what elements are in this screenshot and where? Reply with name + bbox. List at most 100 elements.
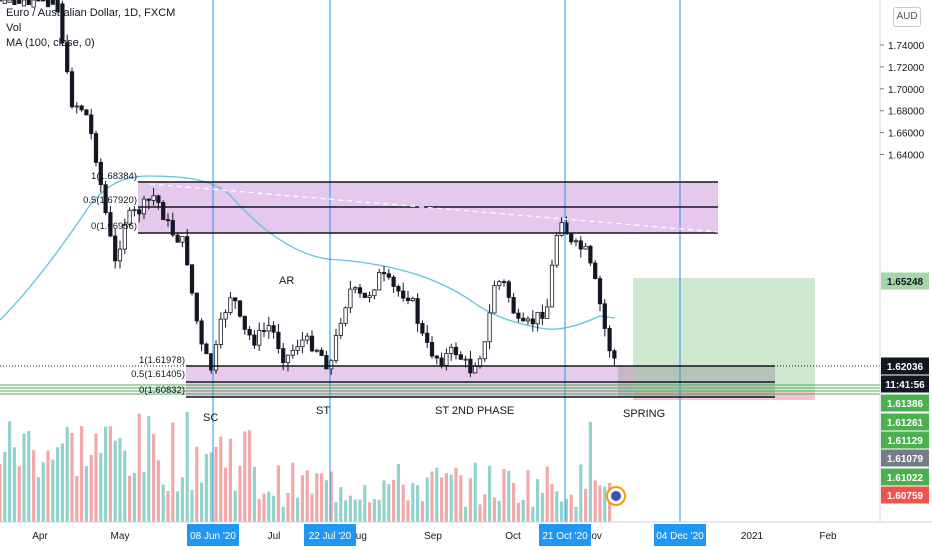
volume-bar-61 — [291, 462, 295, 522]
candle-body-67 — [319, 349, 324, 356]
candle-body-25 — [117, 248, 123, 262]
candle-body-88 — [420, 323, 425, 334]
volume-bar-85 — [406, 500, 410, 522]
currency-button[interactable]: AUD — [893, 7, 921, 27]
candle-body-58 — [276, 331, 281, 350]
y-tick-label-4: 1.66000 — [888, 129, 925, 140]
candle-body-76 — [362, 292, 367, 298]
volume-bar-99 — [473, 462, 477, 522]
candle-body-50 — [237, 300, 243, 317]
candle-body-82 — [391, 276, 396, 287]
price-badge-bg-3 — [881, 394, 929, 412]
volume-bar-67 — [320, 473, 324, 522]
volume-bar-78 — [372, 499, 376, 522]
candle-body-46 — [218, 318, 223, 345]
volume-bar-35 — [166, 490, 170, 522]
volume-bar-87 — [416, 485, 420, 522]
volume-bar-88 — [420, 501, 424, 522]
volume-bar-2 — [8, 421, 12, 522]
candle-body-31 — [146, 198, 151, 201]
volume-bar-12 — [56, 447, 60, 522]
candle-body-26 — [122, 223, 127, 250]
volume-bar-81 — [387, 484, 391, 522]
volume-bar-73 — [348, 495, 352, 522]
volume-bar-92 — [440, 477, 444, 522]
candle-body-109 — [521, 317, 526, 322]
volume-bar-3 — [12, 447, 16, 522]
volume-bar-58 — [276, 465, 280, 522]
volume-bar-29 — [137, 413, 141, 522]
volume-bar-39 — [185, 412, 189, 522]
candle-body-44 — [209, 353, 214, 371]
volume-bar-118 — [564, 498, 568, 522]
volume-bar-50 — [238, 465, 242, 522]
y-tick-label-0: 1.74000 — [888, 41, 925, 52]
x-tick-label-3: Aug — [349, 531, 367, 542]
candle-body-113 — [540, 311, 545, 319]
volume-bar-51 — [243, 431, 247, 522]
x-tick-label-2: Jul — [268, 531, 281, 542]
fib-lower-label-0: 1(1.61978) — [139, 355, 185, 366]
candle-body-81 — [386, 273, 391, 278]
fib-lower-label-1: 0.5(1.61405) — [131, 369, 185, 380]
volume-bar-60 — [286, 492, 290, 522]
volume-bar-9 — [41, 462, 45, 522]
candle-body-124 — [593, 262, 598, 279]
volume-bar-22 — [104, 426, 108, 522]
volume-bar-41 — [195, 446, 199, 522]
candle-body-72 — [343, 307, 348, 324]
date-badge-bg-0 — [187, 524, 239, 546]
candle-body-37 — [175, 234, 180, 243]
candle-body-107 — [511, 296, 516, 314]
volume-bar-13 — [60, 443, 64, 522]
x-tick-label-4: Sep — [424, 531, 442, 542]
volume-bar-83 — [396, 464, 400, 522]
candle-body-10 — [45, 0, 51, 8]
price-badge-bg-8 — [881, 486, 929, 504]
volume-bar-109 — [521, 499, 525, 522]
candle-body-38 — [180, 236, 185, 243]
price-badge-bg-0 — [881, 272, 929, 290]
candle-body-48 — [228, 297, 233, 313]
date-badge-bg-3 — [654, 524, 706, 546]
volume-bar-123 — [588, 422, 592, 522]
volume-bar-48 — [228, 438, 232, 522]
volume-bar-17 — [80, 426, 84, 522]
y-tick-label-5: 1.64000 — [888, 151, 925, 162]
candle-body-122 — [583, 245, 588, 250]
volume-bar-77 — [368, 502, 372, 522]
volume-bar-121 — [579, 464, 583, 522]
candle-body-54 — [257, 330, 262, 346]
price-badge-5: 1.61129 — [887, 436, 923, 447]
candle-body-119 — [569, 233, 574, 243]
candle-body-4 — [17, 0, 22, 4]
volume-bar-36 — [171, 422, 175, 522]
candle-body-128 — [612, 350, 617, 359]
candle-body-94 — [449, 346, 454, 354]
volume-bar-37 — [176, 491, 180, 522]
candle-body-16 — [74, 105, 79, 108]
candle-body-83 — [396, 286, 401, 292]
x-tick-label-5: Oct — [505, 531, 521, 542]
candle-body-49 — [233, 297, 238, 302]
price-badge-3: 1.61386 — [887, 399, 924, 410]
date-badge-2: 21 Oct '20 — [542, 531, 588, 542]
candle-body-117 — [559, 222, 564, 236]
volume-bar-52 — [248, 430, 252, 522]
stop-zone — [633, 392, 815, 400]
volume-bar-103 — [492, 497, 496, 522]
price-badge-bg-1 — [881, 357, 929, 375]
candle-body-63 — [300, 339, 305, 348]
volume-bar-63 — [300, 475, 304, 522]
candle-body-105 — [501, 281, 507, 283]
volume-bar-23 — [108, 426, 112, 522]
volume-bar-24 — [113, 440, 117, 522]
volume-bar-119 — [569, 494, 573, 522]
price-badge-8: 1.60759 — [887, 491, 924, 502]
candle-body-103 — [492, 285, 497, 314]
volume-bar-42 — [200, 482, 204, 522]
candle-body-66 — [314, 349, 319, 352]
candle-body-112 — [535, 311, 540, 325]
candle-body-70 — [333, 335, 339, 362]
